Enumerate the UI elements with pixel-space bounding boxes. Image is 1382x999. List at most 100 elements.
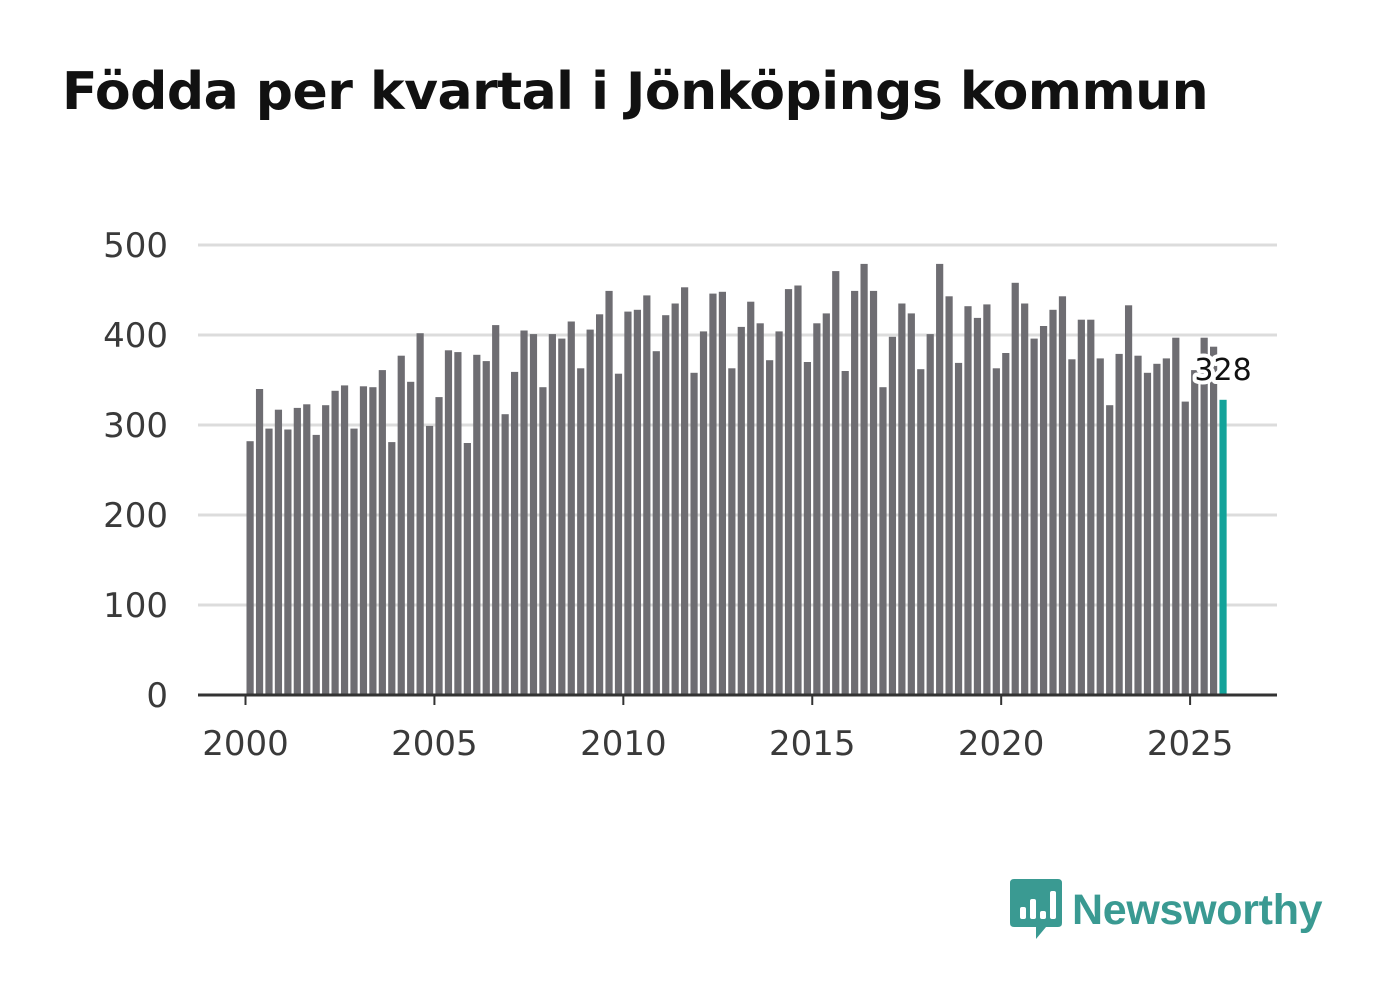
bar [832,271,840,695]
bar [1068,359,1076,695]
bar [416,333,424,695]
bar [312,434,320,695]
x-tick-label: 2005 [391,724,478,764]
y-tick-label: 300 [103,406,168,446]
bar [529,334,538,695]
bar [473,354,481,695]
bar [936,263,944,695]
bar [331,390,339,695]
bar [388,442,396,695]
bar [444,350,453,695]
last-value-label: 328 [1194,353,1251,388]
y-tick-label: 200 [103,496,168,536]
brand-name: Newsworthy [1072,885,1323,934]
bar [888,336,897,695]
bar [1011,282,1019,695]
x-tick-label: 2025 [1147,724,1234,764]
bar [548,334,556,695]
annotation: 328 [1190,349,1255,392]
bar [690,372,698,695]
bar [265,428,273,695]
bar [652,351,660,695]
y-tick-label: 400 [103,316,168,356]
x-tick-label: 2015 [769,724,856,764]
bar [1096,358,1104,695]
x-tick-label: 2000 [202,724,289,764]
x-tick-label: 2010 [580,724,667,764]
bar [284,429,292,695]
bar [246,441,254,695]
bar [624,311,632,695]
bar [766,360,774,695]
bar [558,338,566,695]
bar [1039,326,1048,695]
bar [681,287,689,695]
bar [510,371,519,695]
bar [841,371,849,695]
bar [340,385,349,695]
bar [255,389,264,695]
bars [246,263,1227,695]
bar [1058,296,1067,695]
bar [756,323,764,695]
newsworthy-logo: Newsworthy [1010,878,1323,942]
bar [926,334,934,695]
bar [1115,353,1123,695]
bar [605,290,613,695]
bar [520,330,528,695]
bar [1143,372,1152,695]
bar [1106,405,1114,695]
y-tick-label: 500 [103,226,168,266]
bar [303,404,311,695]
bar [567,321,575,695]
bar [633,309,641,695]
bar [274,409,283,695]
bar [954,362,963,695]
bar [737,326,745,695]
bar [1002,353,1010,695]
y-tick-label: 0 [146,676,168,716]
bar [463,443,471,695]
bar [1021,303,1029,695]
gridlines [198,243,1277,607]
bar [454,352,462,695]
bar [586,329,594,695]
bar [1087,319,1095,695]
bar [973,317,982,695]
bar [822,313,830,695]
bar [359,386,368,695]
bar [1153,363,1161,695]
bar [407,381,415,695]
bar [539,387,547,695]
bar [851,290,859,695]
bar [482,361,490,695]
bar [794,285,802,695]
chart-title: Födda per kvartal i Jönköpings kommun [62,62,1209,122]
bar [425,425,434,695]
bar [728,368,736,695]
bar [501,414,509,695]
bar [293,407,301,695]
y-axis-ticks: 0 100 200 300 400 500 [103,226,168,716]
bar [662,315,670,695]
bar [747,301,755,695]
bar [860,263,868,695]
bar [945,296,953,695]
bar [397,355,405,695]
bar [718,291,726,695]
bar [350,428,358,695]
bar [322,405,330,695]
y-tick-label: 100 [103,586,168,626]
bar [1049,309,1057,695]
x-tick-label: 2020 [958,724,1045,764]
bar [964,306,972,695]
bar [1191,370,1199,695]
bar [775,331,783,695]
bar [378,370,386,695]
bar [983,304,991,695]
bar [614,373,623,695]
bar [671,303,679,695]
bar [596,314,604,695]
bar [699,331,708,695]
